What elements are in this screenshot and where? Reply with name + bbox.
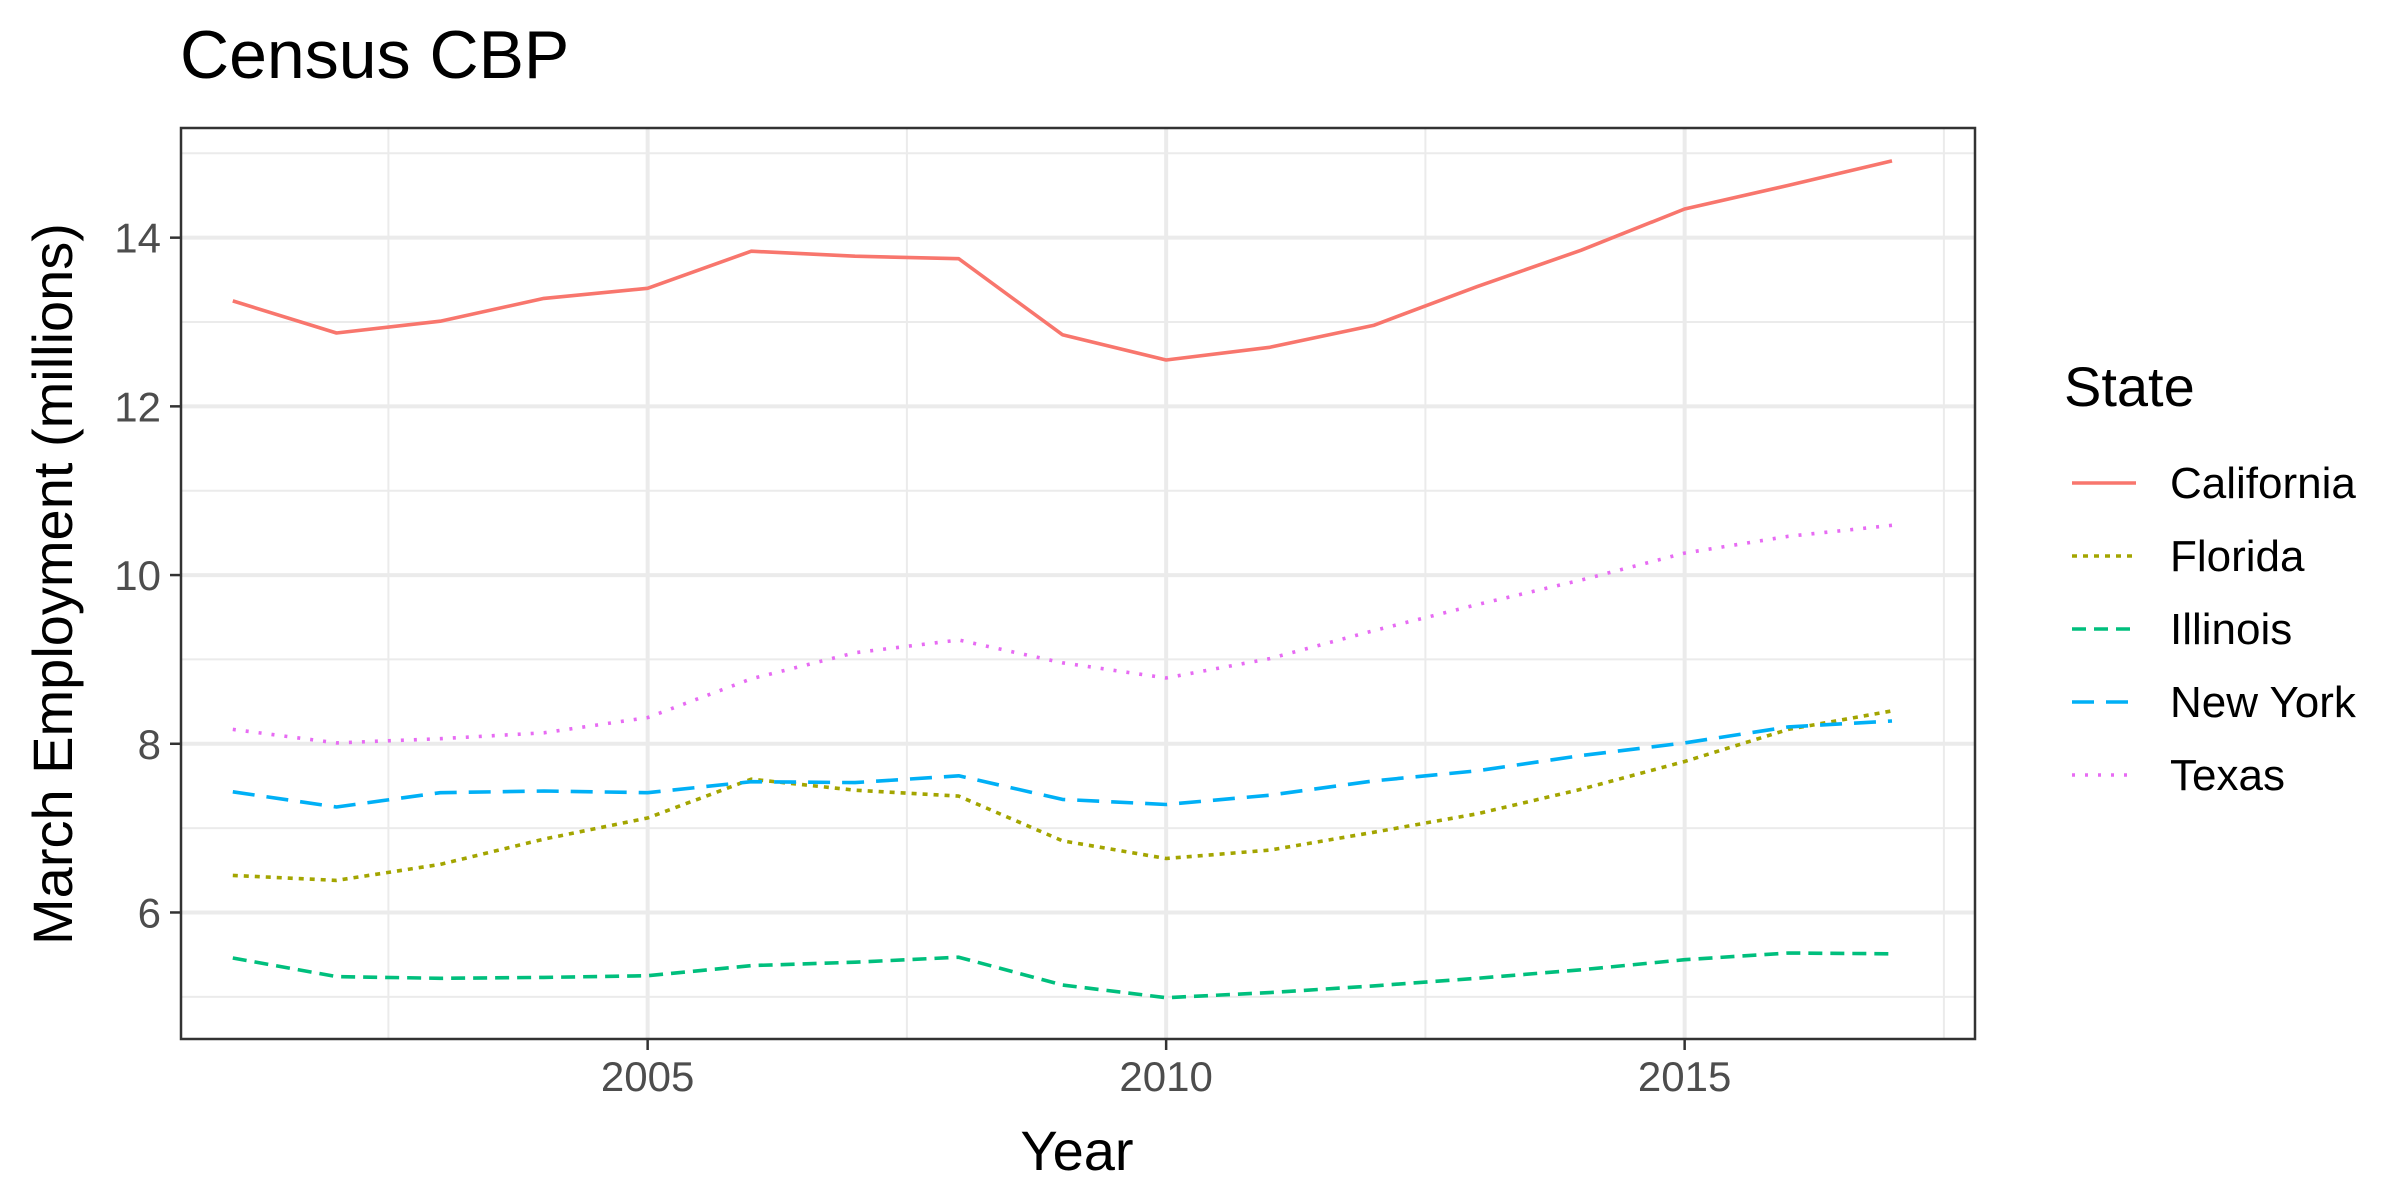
y-tick-label: 14 (114, 215, 161, 262)
axis-ticks: 2005 2010 2015 6 8 10 12 14 (114, 215, 1731, 1100)
legend: State California Florida Illinois New York T… (2064, 355, 2357, 800)
legend-label: New York (2170, 678, 2357, 727)
chart-title: Census CBP (180, 17, 569, 93)
x-axis-title: Year (1020, 1119, 1133, 1182)
y-tick-label: 10 (114, 552, 161, 599)
legend-item-new-york: New York (2072, 678, 2357, 727)
legend-label: Illinois (2170, 605, 2292, 654)
series-line-california (232, 159, 1893, 362)
series-line-new-york (232, 719, 1893, 809)
y-tick-label: 12 (114, 383, 161, 430)
legend-item-illinois: Illinois (2072, 605, 2292, 654)
series-lines (232, 159, 1893, 1000)
x-tick-label: 2005 (601, 1053, 694, 1100)
legend-label: Florida (2170, 532, 2305, 581)
legend-item-texas: Texas (2072, 751, 2285, 800)
legend-item-florida: Florida (2072, 532, 2305, 581)
legend-items: California Florida Illinois New York Texas (2072, 459, 2357, 800)
legend-label: California (2170, 459, 2356, 508)
panel-border (179, 126, 1977, 1041)
y-tick-label: 8 (138, 721, 161, 768)
y-tick-label: 6 (138, 889, 161, 936)
series-line-florida (232, 709, 1893, 883)
plot-panel (181, 128, 1975, 1039)
series-line-illinois (232, 951, 1893, 1000)
grid (181, 128, 1975, 1039)
legend-label: Texas (2170, 751, 2285, 800)
legend-item-california: California (2072, 459, 2356, 508)
y-axis-title: March Employment (millions) (21, 223, 84, 945)
series-line-texas (232, 523, 1893, 745)
legend-title: State (2064, 355, 2195, 418)
x-tick-label: 2010 (1119, 1053, 1212, 1100)
x-tick-label: 2015 (1638, 1053, 1731, 1100)
